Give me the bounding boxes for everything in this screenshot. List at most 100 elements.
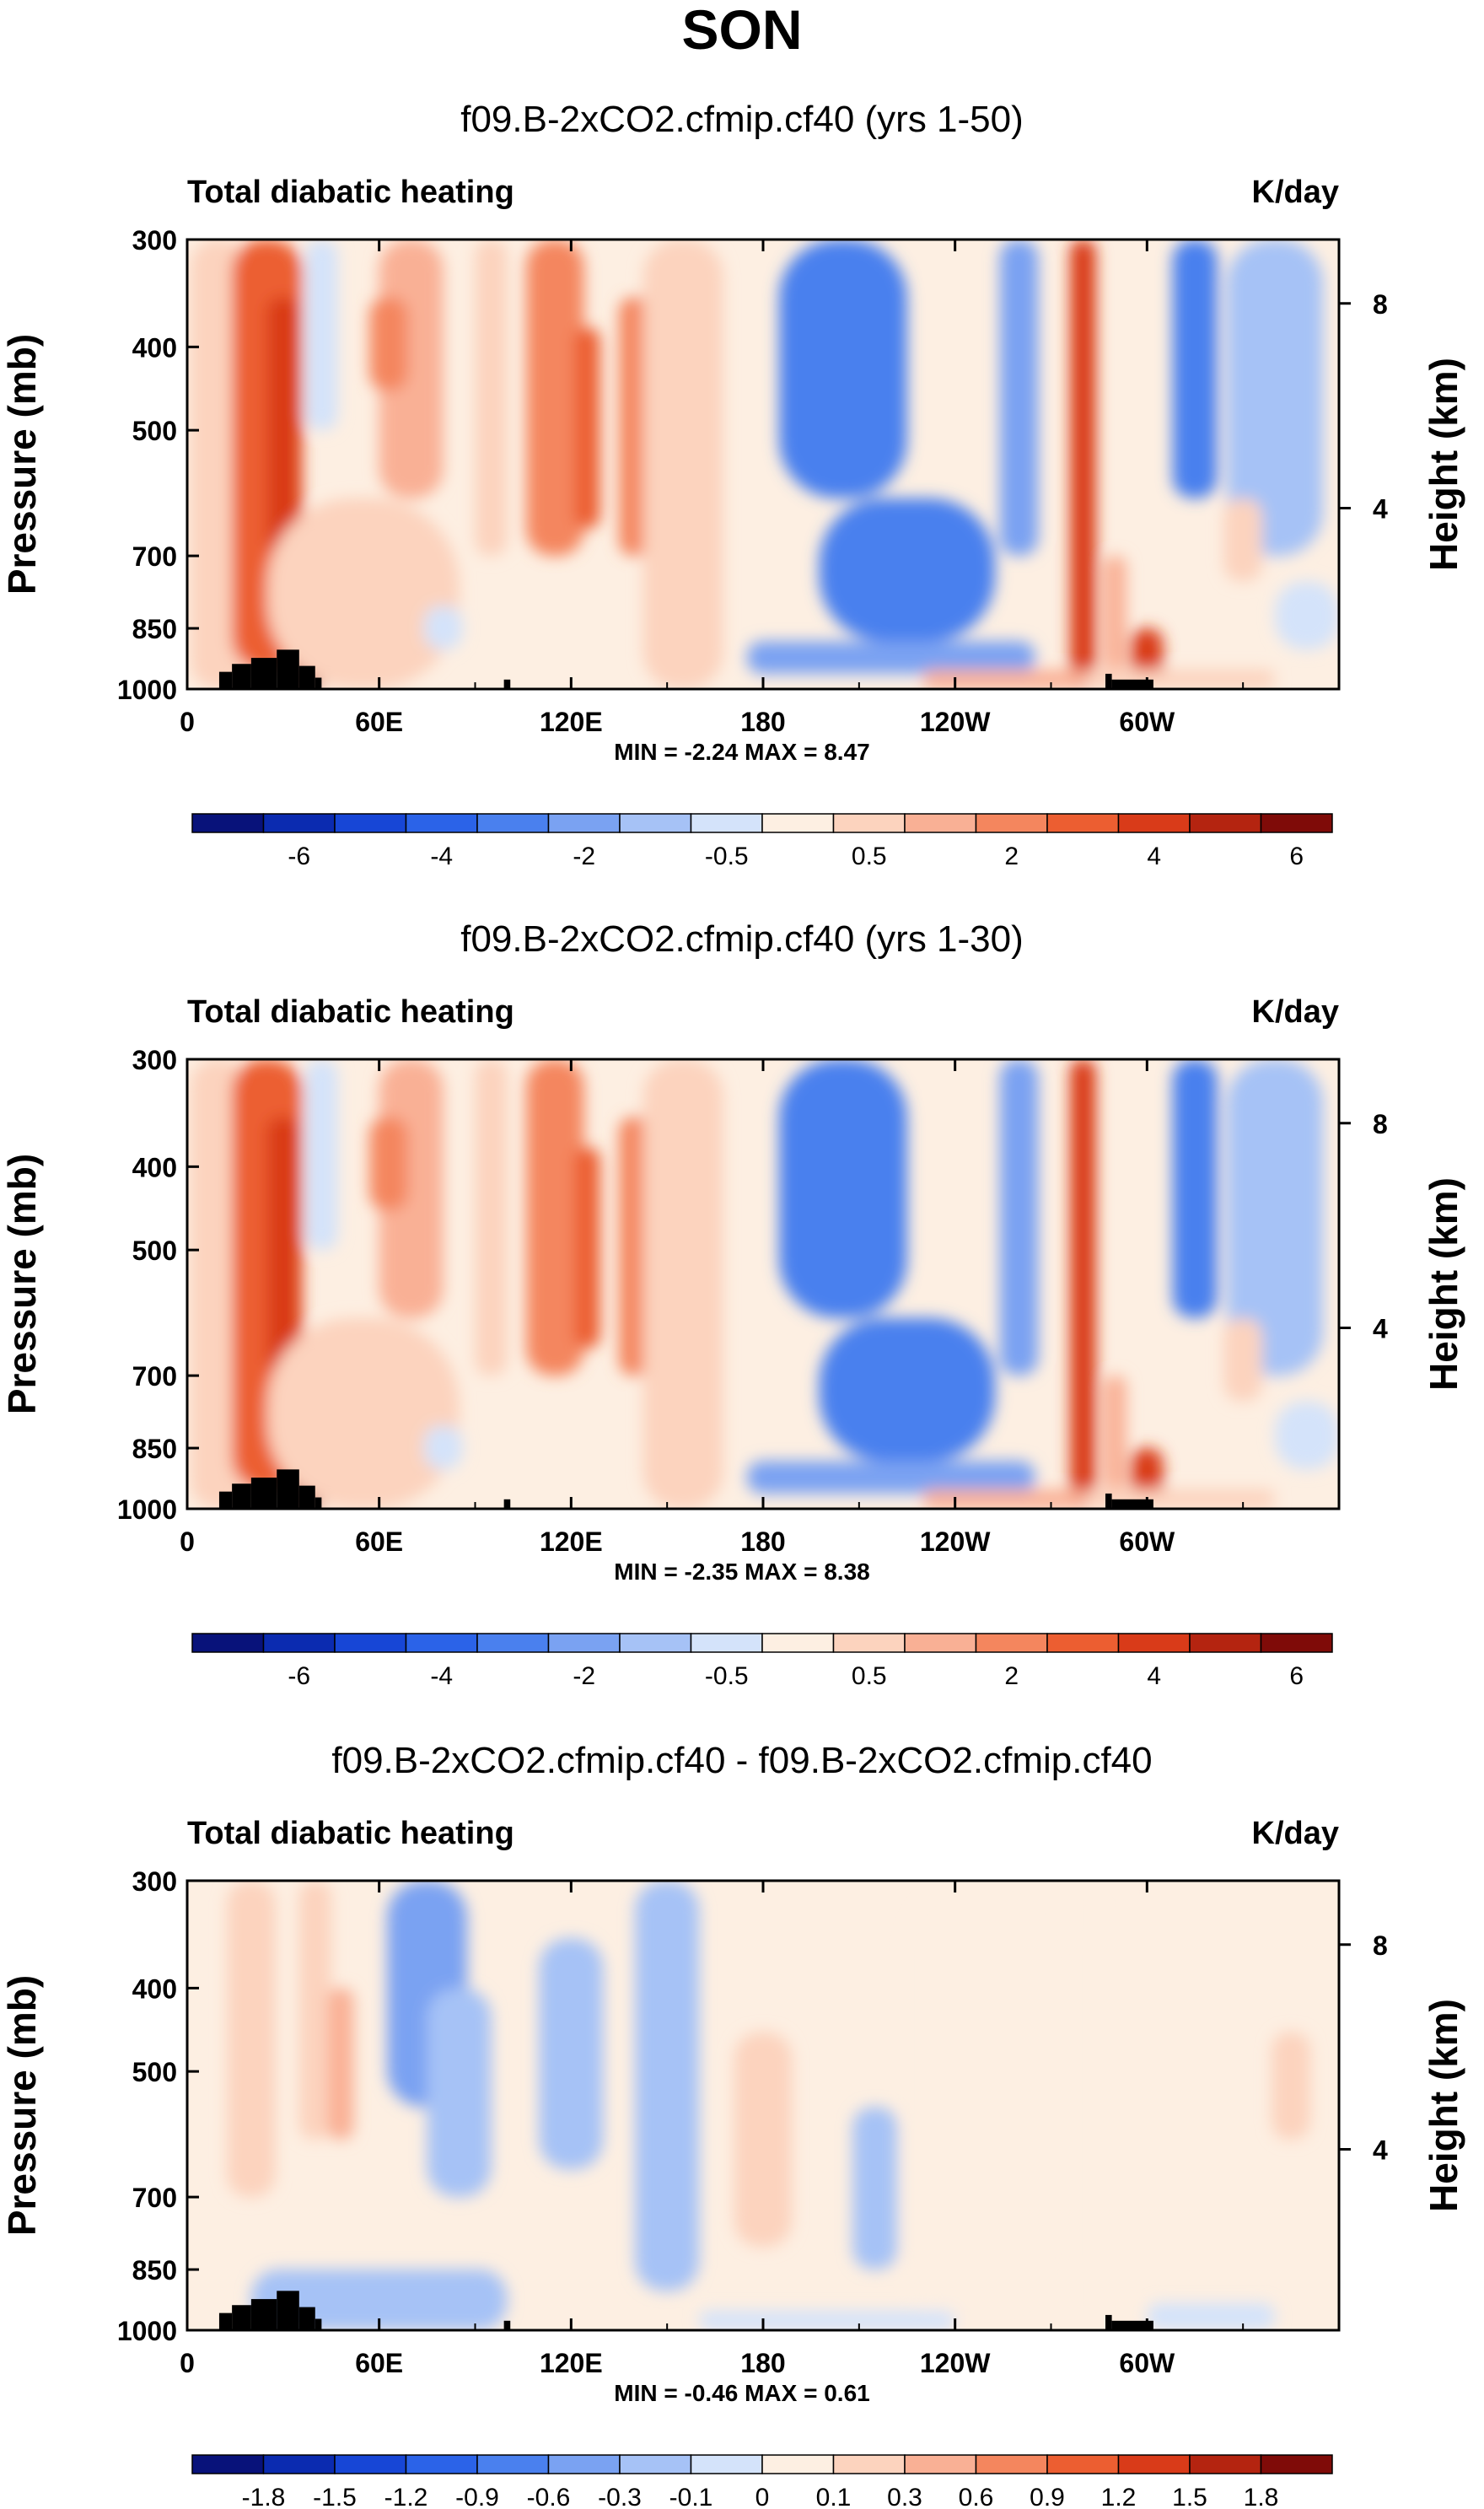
height-tick-label: 8: [1373, 1930, 1388, 1961]
field-region: [227, 1881, 276, 2198]
y-tick-label: 500: [132, 1236, 177, 1266]
colorbar-label: 0.3: [887, 2484, 922, 2509]
panel-units-label: K/day: [1252, 1816, 1339, 1851]
colorbar: -6 -4 -2 -0.5 0.5 2 4 6: [191, 813, 1333, 870]
colorbar-swatch: [1189, 1633, 1262, 1653]
colorbar-label: -6: [288, 843, 310, 870]
terrain-mask: [250, 2299, 277, 2330]
terrain-mask: [298, 1485, 315, 1509]
colorbar-label: -0.6: [527, 2484, 571, 2509]
colorbar-label: 6: [1289, 1662, 1304, 1690]
colorbar-swatch: [262, 813, 336, 833]
colorbar-swatch: [334, 813, 407, 833]
y-tick-label: 850: [132, 614, 177, 644]
colorbar-label: 0.5: [852, 1662, 887, 1690]
field-region: [999, 240, 1039, 557]
terrain-mask: [1111, 1499, 1153, 1509]
field-region: [1172, 240, 1218, 498]
terrain-mask: [1111, 679, 1153, 689]
terrain-mask: [503, 679, 511, 689]
field-region: [1074, 1881, 1123, 2330]
colorbar-swatch: [1260, 813, 1333, 833]
field-region: [266, 297, 299, 557]
colorbar-label: 0.5: [852, 843, 887, 870]
colorbar-swatch: [904, 813, 977, 833]
colorbar-label: 0: [755, 2484, 770, 2509]
colorbar-label: 1.2: [1101, 2484, 1137, 2509]
terrain-mask: [232, 664, 251, 689]
terrain-mask: [232, 2305, 251, 2330]
colorbar-swatch: [191, 1633, 265, 1653]
field-region: [305, 240, 338, 431]
y-tick-label: 1000: [117, 675, 177, 705]
x-tick-label: 60W: [1119, 1526, 1175, 1557]
colorbar-swatch: [832, 2454, 906, 2474]
panel-3: f09.B-2xCO2.cfmip.cf40 - f09.B-2xCO2.cfm…: [0, 1740, 1465, 2509]
terrain-mask: [315, 677, 322, 689]
field-blobs: [190, 1059, 1339, 1509]
colorbar-swatch: [832, 813, 906, 833]
terrain-mask: [1105, 673, 1112, 689]
colorbar-swatch: [975, 813, 1048, 833]
field-region: [574, 327, 600, 529]
field-region: [327, 1988, 354, 2140]
y-tick-label: 500: [132, 416, 177, 446]
colorbar-swatch: [619, 1633, 692, 1653]
field-region: [922, 670, 1083, 689]
colorbar-swatch: [904, 2454, 977, 2474]
field-region: [1275, 581, 1339, 650]
field-region: [1070, 240, 1096, 689]
terrain-mask: [232, 1483, 251, 1509]
contour-field: [187, 1059, 1339, 1509]
x-tick-label: 120E: [540, 707, 603, 737]
y-tick-label: 400: [132, 332, 177, 363]
colorbar-swatch: [761, 813, 835, 833]
panel-title: f09.B-2xCO2.cfmip.cf40 (yrs 1-30): [460, 918, 1024, 960]
height-axis-label: Height (km): [1422, 1177, 1465, 1391]
terrain-mask: [250, 658, 277, 689]
colorbar-swatch: [1046, 2454, 1120, 2474]
colorbar-label: 6: [1289, 843, 1304, 870]
colorbar-swatch: [405, 2454, 478, 2474]
terrain-mask: [298, 2307, 315, 2330]
colorbar-swatch: [476, 1633, 550, 1653]
y-tick-label: 300: [132, 1866, 177, 1897]
colorbar-swatch: [761, 2454, 835, 2474]
panel-units-label: K/day: [1252, 994, 1339, 1030]
colorbar-label: 1.8: [1244, 2484, 1279, 2509]
min-max-stats: MIN = -2.35 MAX = 8.38: [614, 1559, 869, 1585]
field-region: [699, 2311, 955, 2330]
x-tick-label: 60W: [1119, 2348, 1175, 2378]
x-tick-label: 0: [180, 1526, 195, 1557]
terrain-mask: [277, 1469, 299, 1509]
colorbar-swatch: [690, 2454, 763, 2474]
terrain-mask: [250, 1478, 277, 1509]
x-tick-label: 120E: [540, 1526, 603, 1557]
field-region: [526, 1059, 584, 1376]
x-tick-label: 60E: [355, 1526, 403, 1557]
field-region: [734, 2032, 793, 2248]
x-tick-label: 60E: [355, 2348, 403, 2378]
x-tick-label: 120W: [920, 2348, 991, 2378]
field-region: [475, 1059, 508, 1376]
panel-title: f09.B-2xCO2.cfmip.cf40 (yrs 1-50): [460, 99, 1024, 140]
height-tick-label: 4: [1373, 494, 1388, 525]
y-tick-label: 400: [132, 1152, 177, 1182]
colorbar-swatch: [476, 813, 550, 833]
field-region: [539, 1938, 604, 2170]
field-region: [747, 641, 1035, 674]
height-tick-label: 8: [1373, 1109, 1388, 1139]
y-tick-label: 850: [132, 1434, 177, 1464]
terrain-mask: [218, 1491, 233, 1509]
colorbar-swatch: [547, 2454, 621, 2474]
field-region: [266, 498, 460, 689]
colorbar-swatch: [1117, 2454, 1191, 2474]
colorbar-swatch: [975, 1633, 1048, 1653]
colorbar-label: 2: [1004, 1662, 1019, 1690]
y-tick-label: 1000: [117, 1494, 177, 1525]
field-region: [1172, 1059, 1218, 1318]
field-region: [819, 1317, 996, 1462]
colorbar: -1.8 -1.5 -1.2 -0.9 -0.6 -0.3 -0.1 0 0.1 0.3 0.6 0.…: [191, 2454, 1333, 2509]
field-region: [635, 1881, 700, 2291]
x-tick-label: 120W: [920, 1526, 991, 1557]
